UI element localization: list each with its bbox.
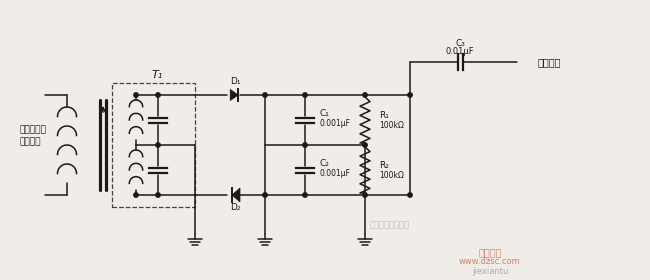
Circle shape <box>303 193 307 197</box>
Text: 维库一下: 维库一下 <box>478 247 502 257</box>
Text: R₁: R₁ <box>379 111 389 120</box>
Bar <box>112 83 195 207</box>
Circle shape <box>363 193 367 197</box>
Text: 调制输出: 调制输出 <box>538 57 562 67</box>
Text: D₁: D₁ <box>229 78 240 87</box>
Circle shape <box>363 143 367 147</box>
Text: 0.001μF: 0.001μF <box>319 120 350 129</box>
Text: jiexiantu: jiexiantu <box>472 267 508 276</box>
Circle shape <box>408 193 412 197</box>
Circle shape <box>134 193 138 197</box>
Circle shape <box>156 93 160 97</box>
Text: www.dzsc.com: www.dzsc.com <box>459 258 521 267</box>
Circle shape <box>156 143 160 147</box>
Text: 由最后的限: 由最后的限 <box>20 125 47 134</box>
Circle shape <box>156 193 160 197</box>
Circle shape <box>363 93 367 97</box>
Circle shape <box>263 93 267 97</box>
Circle shape <box>303 143 307 147</box>
Polygon shape <box>230 89 238 101</box>
Text: C₃: C₃ <box>455 39 465 48</box>
Text: 巨商科技有限公司: 巨商科技有限公司 <box>370 221 410 230</box>
Text: 幅级输入: 幅级输入 <box>20 137 42 146</box>
Polygon shape <box>232 188 240 202</box>
Text: T₁: T₁ <box>151 70 162 80</box>
Circle shape <box>263 193 267 197</box>
Circle shape <box>408 93 412 97</box>
Circle shape <box>303 93 307 97</box>
Text: C₁: C₁ <box>319 109 329 118</box>
Circle shape <box>134 93 138 97</box>
Text: R₂: R₂ <box>379 160 389 169</box>
Text: D₂: D₂ <box>229 204 240 213</box>
Text: 0.001μF: 0.001μF <box>319 169 350 179</box>
Text: 100kΩ: 100kΩ <box>379 171 404 179</box>
Text: 100kΩ: 100kΩ <box>379 120 404 129</box>
Text: C₂: C₂ <box>319 160 329 169</box>
Text: 0.01μF: 0.01μF <box>446 48 474 57</box>
